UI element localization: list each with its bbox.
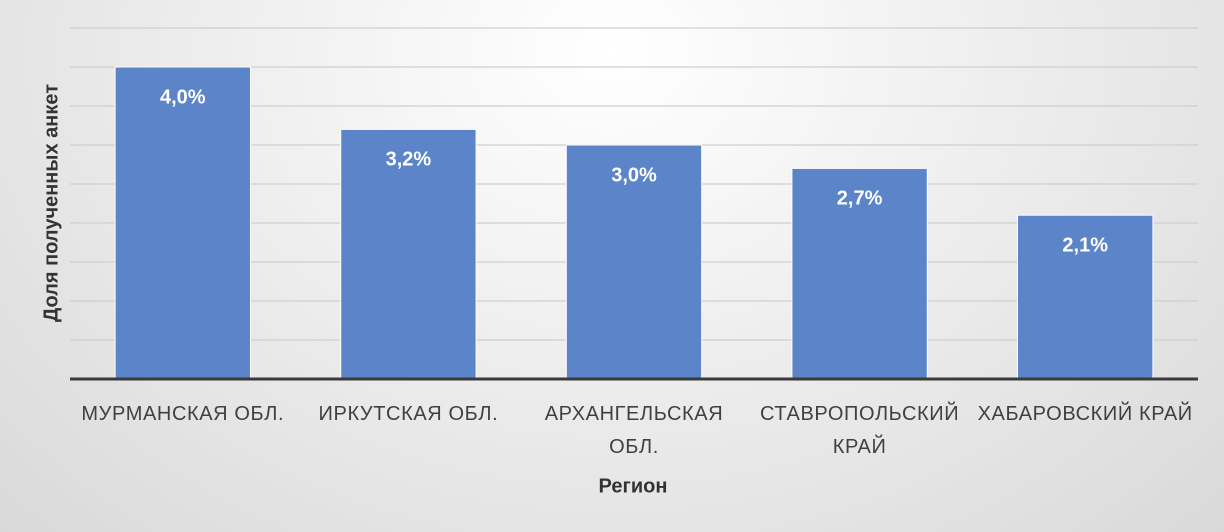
data-label: 4,0% — [160, 86, 206, 108]
bar — [114, 66, 251, 380]
data-label: 2,7% — [837, 188, 883, 210]
x-tick-label: ИРКУТСКАЯ ОБЛ. — [318, 403, 499, 425]
data-label: 2,1% — [1062, 234, 1108, 256]
bar — [340, 128, 477, 380]
bar — [565, 144, 703, 380]
x-axis-title: Регион — [599, 475, 668, 497]
x-tick-label: ХАБАРОВСКИЙ КРАЙ — [977, 403, 1193, 425]
bar — [791, 167, 928, 380]
x-tick-label: МУРМАНСКАЯ ОБЛ. — [81, 403, 285, 425]
x-tick-label: АРХАНГЕЛЬСКАЯ ОБЛ. — [544, 403, 724, 458]
data-label: 3,2% — [386, 149, 432, 171]
data-label: 3,0% — [611, 164, 657, 186]
y-axis-title: Доля полученных анкет — [40, 84, 62, 322]
bar — [1017, 214, 1154, 380]
x-tick-label: СТАВРОПОЛЬСКИЙ КРАЙ — [759, 403, 960, 458]
